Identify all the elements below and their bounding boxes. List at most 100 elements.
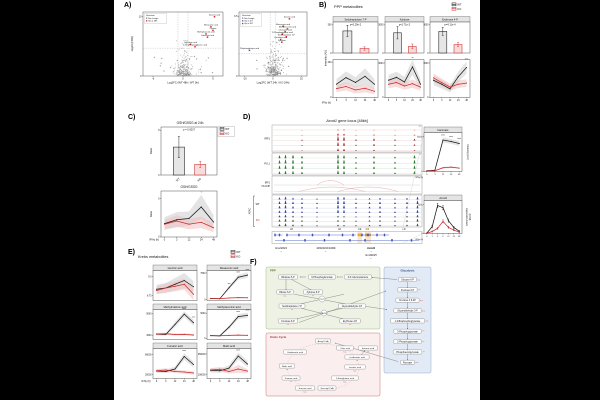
svg-text:12: 12: [442, 174, 445, 176]
svg-text:250000: 250000: [198, 354, 206, 356]
svg-text:KO: KO: [256, 219, 260, 222]
svg-text:Sedoheptulose 7-P: Sedoheptulose 7-P: [344, 17, 366, 21]
svg-text:0: 0: [427, 97, 429, 99]
svg-text:***: ***: [367, 351, 370, 353]
svg-text:Xylulose: Xylulose: [278, 40, 286, 42]
svg-text:Itaconic acid: Itaconic acid: [362, 347, 375, 350]
svg-text:Glyceraldehyde 3-P: Glyceraldehyde 3-P: [342, 305, 363, 308]
svg-text:Acod1: Acod1: [438, 196, 447, 200]
krebs-Isocitric acid: Isocitric acid 9.5 8.75: [147, 264, 198, 301]
acod1-chart: Acod1 2000 00 1 3 6 12 24 48: [418, 194, 463, 238]
svg-text:Expression levels: Expression levels: [465, 208, 468, 227]
svg-text:2000: 2000: [418, 205, 423, 207]
svg-text:10: 10: [300, 78, 303, 81]
svg-text:-10: -10: [243, 78, 247, 81]
svg-text:0: 0: [421, 171, 423, 173]
svg-text:3: 3: [345, 100, 347, 102]
svg-text:n.s.: n.s.: [420, 300, 424, 302]
svg-text:PU.1: PU.1: [264, 162, 270, 166]
svg-text:24: 24: [183, 381, 186, 383]
svg-text:**: **: [412, 57, 414, 60]
svg-text:Xylulose: Xylulose: [400, 17, 410, 21]
svg-text:Up in WT: Up in WT: [244, 23, 253, 25]
svg-text:0: 0: [388, 100, 390, 102]
svg-text:n.s.: n.s.: [426, 321, 430, 323]
svg-text:***: ***: [312, 295, 315, 297]
svg-text:****: ****: [246, 310, 250, 313]
panel-b-label: B): [319, 2, 327, 9]
svg-text:Glucose 6-P: Glucose 6-P: [401, 280, 414, 282]
svg-text:No change: No change: [148, 18, 159, 20]
svg-text:48: 48: [246, 381, 249, 383]
svg-text:***: ***: [423, 352, 425, 354]
svg-text:Malic acid: Malic acid: [223, 344, 235, 348]
panel-a-label: A): [124, 2, 132, 9]
svg-text:0: 0: [182, 78, 184, 81]
svg-text:6: 6: [442, 236, 443, 238]
svg-text:***: ***: [192, 316, 195, 319]
svg-text:****: ****: [236, 311, 240, 314]
svg-text:****: ****: [441, 134, 445, 137]
svg-text:Gm24643: Gm24643: [275, 246, 287, 250]
svg-text:Glyceraldehyde 3-P: Glyceraldehyde 3-P: [397, 310, 418, 313]
svg-text:***: ***: [228, 283, 231, 286]
bar-Xylulose: Xylulose 3000 0 p=1.71e-2: [378, 16, 425, 55]
svg-text:24: 24: [457, 100, 460, 102]
krebs-Methylsuccinic acid: Methylsuccinic acid 6000 0 **** ****: [200, 303, 252, 340]
svg-text:6000: 6000: [200, 313, 206, 315]
svg-text:Gm49235: Gm49235: [365, 253, 377, 257]
svg-text:***: ***: [290, 381, 293, 383]
ifny-axis-label: IFNγ (h): [322, 102, 331, 105]
svg-text:20000: 20000: [145, 374, 152, 376]
svg-text:←: ←: [370, 256, 373, 260]
svg-text:Itaconic acid: Itaconic acid: [284, 16, 295, 19]
svg-text:Itaconate: Itaconate: [437, 128, 449, 132]
svg-text:0: 0: [330, 53, 332, 55]
svg-text:3-Phosphoglycerate: 3-Phosphoglycerate: [397, 330, 418, 333]
krebs-box-label: Krebs Cycle: [270, 335, 287, 339]
svg-text:0: 0: [433, 100, 435, 102]
svg-text:3000: 3000: [146, 335, 152, 337]
svg-text:6: 6: [212, 78, 214, 81]
panel-d-label: D): [243, 114, 251, 121]
svg-text:ATAC: ATAC: [248, 208, 252, 215]
volcano-legend-title: Direction: [242, 14, 251, 17]
itaconate-chart: Itaconate 12000 0 **** **** **** 0 3 12 24 48: [417, 126, 463, 176]
svg-text:0: 0: [330, 97, 332, 99]
svg-text:0: 0: [236, 75, 238, 78]
svg-text:Fructose 6-P: Fructose 6-P: [281, 320, 295, 323]
svg-text:WT: WT: [175, 176, 181, 182]
panel-b-title: PPP metabolites: [334, 4, 363, 9]
volcano-plot-2: Itaconic acid Mesaconic acidMethylsuccini…: [234, 11, 308, 85]
svg-text:3: 3: [434, 174, 436, 176]
svg-text:Quinolinic acid: Quinolinic acid: [184, 42, 197, 44]
svg-text:Methylsuccinic acid: Methylsuccinic acid: [279, 26, 296, 29]
gsh-line-title: GSH/GSSG: [180, 185, 198, 189]
panel-e-label: E): [128, 249, 135, 256]
svg-text:3: 3: [441, 100, 443, 102]
svg-text:n.s.: n.s.: [353, 370, 357, 372]
svg-text:Citric acid: Citric acid: [340, 347, 350, 350]
svg-text:0: 0: [426, 174, 428, 176]
svg-text:n.s.: n.s.: [343, 381, 347, 383]
svg-text:IFNγ (h): IFNγ (h): [141, 380, 150, 383]
svg-text:***: ***: [291, 309, 294, 311]
svg-text:IFNγ (h): IFNγ (h): [415, 177, 423, 179]
svg-text:Xylulose 5-P: Xylulose 5-P: [306, 292, 320, 294]
svg-text:Cystine: Cystine: [210, 27, 218, 30]
gsh-bar: 8 0 p = 0.0037 WT KO: [158, 126, 218, 183]
gsh-line: 6 0 * 0 3 12 24 48: [158, 190, 218, 241]
svg-text:Methylsuccinic acid: Methylsuccinic acid: [197, 31, 214, 34]
svg-text:24: 24: [200, 238, 203, 241]
svg-text:Pyruvate: Pyruvate: [403, 361, 413, 364]
svg-text:***: ***: [418, 290, 420, 292]
svg-text:48: 48: [458, 236, 460, 238]
svg-text:KO: KO: [236, 254, 241, 258]
svg-text:KO: KO: [196, 177, 202, 183]
svg-text:12000: 12000: [417, 137, 424, 139]
svg-text:0: 0: [158, 175, 160, 177]
svg-text:****: ****: [236, 349, 240, 352]
svg-text:Up in KO: Up in KO: [244, 21, 253, 23]
svg-text:3: 3: [219, 381, 221, 383]
